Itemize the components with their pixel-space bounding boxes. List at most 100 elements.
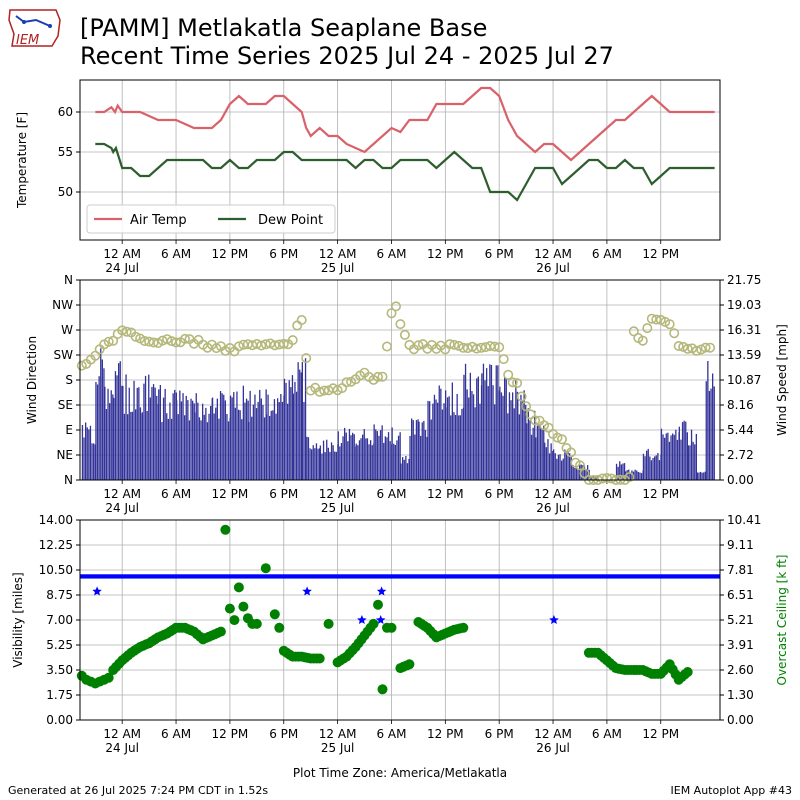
wind-speed-bar	[118, 363, 120, 480]
wind-direction-point	[682, 343, 693, 354]
wind-speed-bar	[441, 409, 444, 480]
timezone-label: Plot Time Zone: America/Metlakatla	[293, 766, 507, 780]
wind-speed-bar	[680, 439, 682, 480]
wind-speed-bar	[350, 435, 352, 480]
wind-speed-bar	[445, 407, 447, 480]
wind-direction-point	[256, 340, 267, 351]
wind-direction-point	[574, 460, 585, 471]
wind-speed-bar	[536, 425, 538, 480]
wind-speed-bar	[525, 404, 527, 480]
wind-speed-bar	[544, 442, 546, 480]
ceiling-tick-label: 5.21	[727, 613, 754, 627]
wind-speed-bar	[508, 392, 511, 480]
wind-speed-bar	[96, 384, 99, 480]
wind-speed-bar	[379, 430, 382, 480]
wind-speed-bar	[414, 434, 416, 480]
wind-speed-bar	[148, 374, 150, 480]
wind-speed-bar	[314, 448, 316, 480]
wind-speed-bar	[647, 448, 649, 480]
wind-speed-bar	[272, 410, 274, 480]
wind-speed-bar	[363, 429, 365, 480]
wind-speed-bar	[211, 397, 214, 480]
wind-speed-bar	[567, 451, 569, 480]
ceiling-points	[76, 524, 693, 695]
wind-speed-bar	[236, 391, 238, 480]
wind-direction-point	[139, 335, 150, 346]
wind-speed-bar	[461, 408, 463, 480]
wind-speed-bar	[113, 397, 115, 480]
wind-speed-bar	[429, 401, 431, 480]
wind-speed-bar	[530, 434, 533, 480]
wind-direction-point	[121, 326, 132, 337]
wind-speed-bar	[471, 391, 473, 480]
wind-speed-bar	[396, 440, 398, 480]
direction-tick-label: NW	[52, 298, 73, 312]
wind-speed-bar	[667, 432, 669, 480]
wind-speed-bar	[553, 449, 555, 480]
wind-direction-point	[108, 335, 119, 346]
wind-speed-bar	[303, 402, 305, 480]
x-tick-label: 6 PM	[485, 727, 514, 741]
wind-speed-bar	[348, 428, 351, 480]
wind-speed-bar	[161, 422, 163, 480]
wind-speed-bar	[245, 398, 248, 480]
wind-speed-bar	[254, 394, 256, 480]
wind-speed-bar	[218, 418, 220, 480]
wind-speed-bar	[520, 394, 522, 480]
wind-speed-bar	[507, 413, 509, 480]
wind-speed-bar	[275, 413, 277, 480]
wind-speed-bar	[450, 415, 452, 480]
visibility-tick-label: 10.50	[39, 563, 73, 577]
wind-speed-bar	[665, 433, 667, 480]
wind-speed-bar	[487, 386, 489, 480]
wind-speed-bars	[81, 348, 715, 480]
wind-speed-bar	[572, 465, 574, 480]
wind-speed-bar	[355, 443, 357, 480]
wind-speed-bar	[149, 397, 151, 480]
wind-speed-bar	[262, 404, 264, 480]
wind-speed-bar	[564, 449, 566, 480]
wind-direction-point	[628, 326, 639, 337]
wind-speed-bar	[417, 419, 419, 480]
wind-speed-bar	[216, 398, 218, 480]
wind-speed-bar	[469, 372, 471, 480]
wind-speed-bar	[654, 456, 656, 480]
wind-speed-bar	[712, 373, 714, 480]
wind-speed-bar	[344, 427, 346, 480]
wind-speed-bar	[547, 439, 549, 480]
wind-speed-bar	[689, 445, 691, 480]
wind-speed-bar	[213, 413, 215, 480]
ceiling-tick-label: 2.60	[727, 663, 754, 677]
wind-direction-point	[678, 341, 689, 352]
x-tick-label: 6 AM	[592, 487, 622, 501]
wind-speed-bar	[418, 421, 420, 480]
wind-speed-bar	[194, 412, 196, 480]
wind-speed-bar	[121, 385, 123, 480]
wind-speed-bar	[93, 443, 95, 480]
wind-speed-bar	[179, 390, 181, 480]
wind-speed-bar	[708, 391, 711, 480]
legend-box	[86, 204, 336, 234]
wind-speed-axis-label: Wind Speed [mph]	[775, 324, 789, 436]
wind-speed-bar	[154, 387, 156, 480]
wind-speed-bar	[577, 469, 579, 480]
iowa-map-icon: IEM	[8, 9, 61, 48]
iem-logo[interactable]: IEM	[6, 6, 64, 52]
wind-direction-point	[700, 342, 711, 353]
wind-direction-point	[601, 472, 612, 483]
wind-direction-point	[130, 331, 141, 342]
wind-direction-point	[637, 335, 648, 346]
wind-direction-point	[498, 354, 509, 365]
wind-speed-bar	[432, 403, 434, 480]
wind-speed-bar	[180, 401, 183, 480]
wind-speed-bar	[242, 385, 244, 480]
wind-direction-point	[642, 323, 653, 334]
wind-speed-bar	[426, 436, 428, 480]
wind-speed-bar	[304, 358, 307, 480]
wind-speed-bar	[626, 470, 628, 480]
wind-speed-bar	[190, 398, 192, 480]
speed-tick-label: 2.72	[727, 448, 754, 462]
direction-tick-label: N	[64, 473, 73, 487]
direction-tick-label: SE	[58, 398, 73, 412]
wind-speed-bar	[489, 364, 491, 480]
